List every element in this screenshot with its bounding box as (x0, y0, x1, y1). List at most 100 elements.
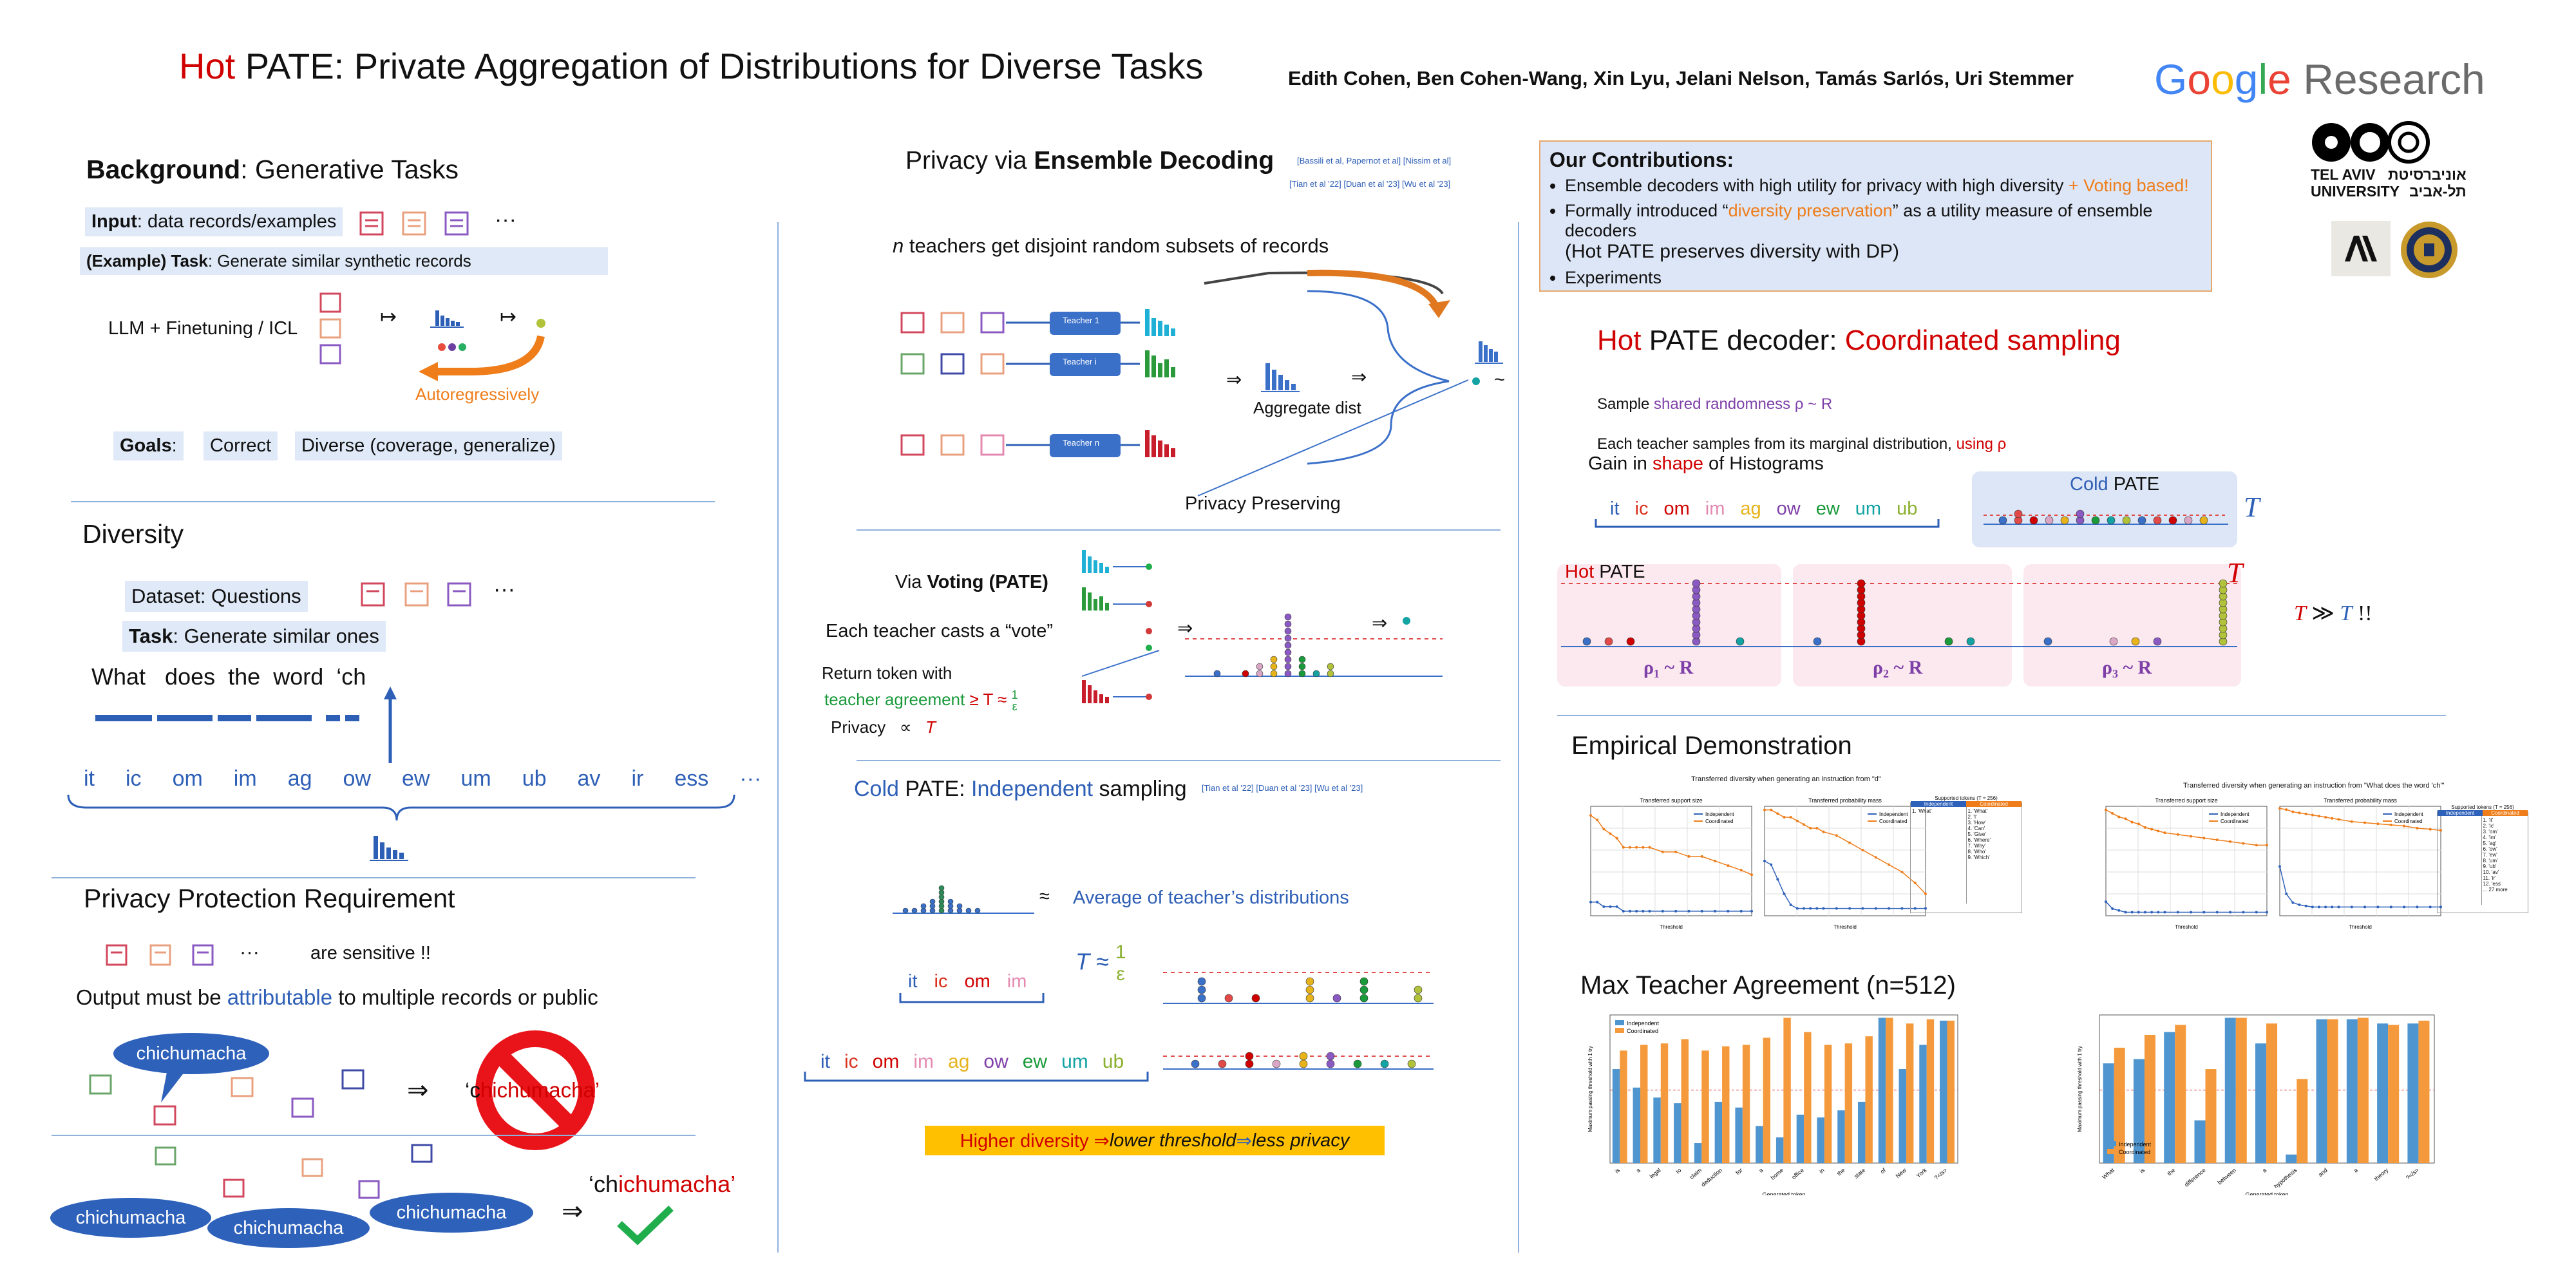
bar-coordinated (2418, 1020, 2430, 1163)
vote-dot (2014, 509, 2023, 518)
vote-dot (1312, 670, 1320, 677)
chart-legend: Independent Coordinated (1868, 811, 1908, 824)
data-point (1622, 846, 1625, 849)
token: ic (934, 971, 948, 992)
goals-label: Goals (120, 435, 172, 456)
checkmark-icon (617, 1206, 674, 1245)
gain-pre: Gain in (1588, 453, 1653, 474)
bar-coordinated (1886, 1018, 1893, 1163)
data-point (2331, 817, 2334, 820)
goal-correct: Correct (204, 431, 278, 460)
vote-dot (2131, 637, 2140, 646)
tick-label: a (1635, 1167, 1642, 1174)
data-point (1924, 893, 1927, 895)
data-point (1795, 907, 1799, 910)
diversity-heading: Diversity (82, 519, 184, 549)
table-title: Supported tokens (T = 256) (1935, 795, 1998, 801)
vote-dot (1284, 634, 1292, 642)
bar-coordinated (2327, 1019, 2338, 1163)
highlight-less: less privacy (1251, 1130, 1350, 1151)
ensemble-cite-1: [Bassili et al, Papernot et al] [Nissim … (1297, 156, 1452, 166)
vote-dot (1305, 977, 1314, 986)
data-point (2324, 816, 2327, 819)
vote-dot (1284, 627, 1292, 635)
contrib-text: Ensemble decoders with high utility for … (1565, 176, 2069, 195)
data-point (1674, 850, 1678, 853)
contributions-list: Ensemble decoders with high utility for … (1549, 176, 2202, 288)
autoregressively-label: Autoregressively (415, 384, 540, 404)
seal-icon (2401, 222, 2458, 278)
bar-coordinated (2175, 1025, 2186, 1163)
table-indep-cells (2438, 816, 2482, 905)
legend-swatch (1615, 1028, 1624, 1033)
data-point (2137, 822, 2140, 826)
table-cell: 1. 'What' (1912, 808, 1932, 814)
hot-label-h: Hot (1565, 562, 1595, 582)
section-divider (52, 877, 696, 878)
diversity-token-row: it ic om im ag ow ew um ub av ir ess ··· (84, 766, 792, 791)
data-point (2403, 905, 2406, 909)
token: im (1705, 498, 1725, 519)
prompt-word: the (228, 663, 261, 690)
diversity-task-text: : Generate similar ones (173, 625, 379, 647)
bar-independent (2164, 1032, 2175, 1163)
data-point (1635, 846, 1638, 849)
chart-frame (1590, 806, 1752, 916)
table-header: Independent Coordinated (1911, 801, 2022, 807)
data-point (2190, 911, 2193, 914)
T-gg-T: T ≫ T !! (2294, 600, 2372, 626)
bar-coordinated (1947, 1020, 1955, 1163)
token: ow (1776, 498, 1801, 519)
token: ew (401, 766, 430, 791)
data-point (1687, 909, 1690, 913)
data-point (1789, 904, 1792, 906)
data-point (1874, 907, 1877, 910)
document-icons (361, 582, 471, 607)
series-line-coordinated (1590, 815, 1752, 875)
diversity-task-box: Task: Generate similar ones (122, 621, 386, 652)
data-point (2163, 911, 2166, 914)
tick-label: home (1770, 1167, 1785, 1181)
data-point (2389, 905, 2392, 909)
highlight-box: Higher diversity ⇒ lower threshold ⇒ les… (925, 1126, 1385, 1155)
token: it (84, 766, 95, 791)
vote-dot (1305, 994, 1314, 1003)
chart-subtitle: Transferred support size (1640, 797, 1702, 804)
bar-coordinated (1722, 1046, 1730, 1163)
google-wordmark: Google (2154, 55, 2291, 103)
table-header: Independent Coordinated (2438, 810, 2528, 816)
teacher-row-1-docs (900, 312, 1005, 334)
tick-label: What (2101, 1167, 2116, 1180)
legend-label: Coordinated (1705, 819, 1734, 824)
table-cell: 12. 'ess' (2483, 881, 2502, 887)
n-symbol: n (893, 234, 904, 257)
contributions-box: Our Contributions: Ensemble decoders wit… (1539, 140, 2212, 292)
data-point (1783, 816, 1786, 819)
table-cell: 2. 'I' (1967, 814, 1977, 820)
token-brace (67, 793, 737, 874)
bar-coordinated (1804, 1032, 1812, 1163)
cold-pate-histograms (1163, 972, 1434, 1070)
legend-label: Independent (2119, 1141, 2152, 1148)
n-teachers-text: teachers get disjoint random subsets of … (909, 234, 1329, 257)
data-point (2157, 829, 2160, 833)
data-point (2350, 905, 2353, 909)
vote-dot (2122, 516, 2131, 525)
tick-label: a (2353, 1167, 2359, 1174)
data-point (1648, 846, 1651, 849)
data-point (1848, 907, 1852, 910)
vote-dot (1197, 985, 1206, 994)
aggregate-dist: Aggregate dist (1253, 398, 1361, 417)
vote-dot (1270, 656, 1278, 663)
contrib-text: Formally introduced “ (1565, 201, 1728, 220)
sample-pre: Sample (1597, 395, 1654, 413)
bar-coordinated (1620, 1050, 1627, 1163)
cold-histogram-dots (1191, 977, 1423, 1068)
vote-dot (947, 898, 954, 905)
data-point (1642, 909, 1645, 913)
voting-implies-1: ⇒ (1177, 618, 1193, 639)
cold-pate: PATE: (898, 777, 972, 801)
tick-label: deduction (1700, 1167, 1723, 1188)
prompt-words: What does the word ‘ch (91, 663, 366, 690)
tick-label: a (2261, 1167, 2268, 1174)
